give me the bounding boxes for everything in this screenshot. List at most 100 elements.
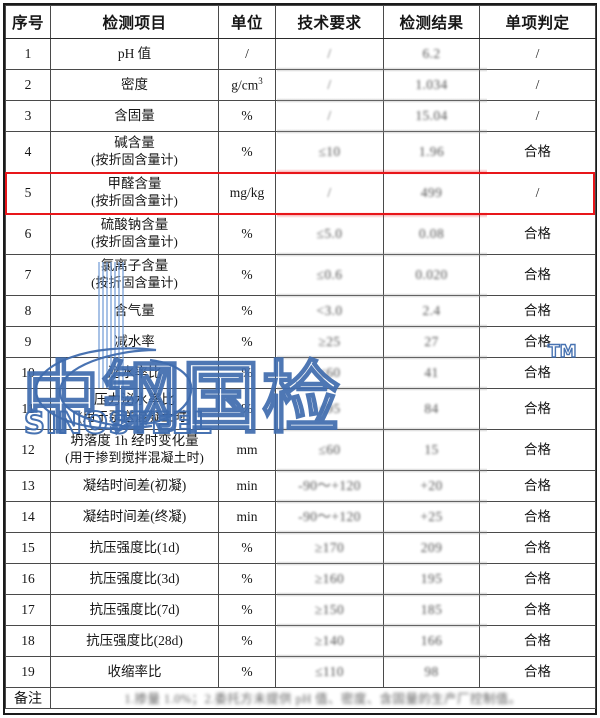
item-name: 含固量 xyxy=(114,107,155,123)
cell-result: 185 xyxy=(383,594,480,626)
cell-judgement: 合格 xyxy=(479,131,596,173)
cell-result: 6.2 xyxy=(383,38,480,70)
footer-remarks-text: 1.掺量 1.0%；2.委托方未提供 pH 值、密度、含固量的生产厂控制值。 xyxy=(124,692,522,706)
cell-requirement: ≤60 xyxy=(275,429,384,471)
cell-requirement: / xyxy=(275,172,384,214)
column-header-unit: 单位 xyxy=(218,5,276,39)
requirement-value: / xyxy=(327,76,332,92)
cell-unit: % xyxy=(218,656,276,688)
requirement-value: ≥170 xyxy=(314,539,345,555)
cell-item: 泌水率比 xyxy=(50,357,219,389)
result-value: 15 xyxy=(424,441,439,457)
item-name: 碱含量 xyxy=(114,135,155,151)
cell-judgement: 合格 xyxy=(479,295,596,327)
cell-requirement: ≥160 xyxy=(275,563,384,595)
cell-unit: % xyxy=(218,254,276,296)
result-value: 1.96 xyxy=(418,143,445,159)
cell-unit: % xyxy=(218,388,276,430)
requirement-value: ≤0.6 xyxy=(316,266,343,282)
cell-unit: / xyxy=(218,38,276,70)
requirement-value: ≤95 xyxy=(318,400,341,416)
table-row: 16 抗压强度比(3d)% ≥160 195 合格 xyxy=(5,563,596,595)
table-row: 5 甲醛含量 (按折固含量计) mg/kg/499/ xyxy=(5,172,596,214)
cell-requirement: ≤5.0 xyxy=(275,213,384,255)
cell-judgement: 合格 xyxy=(479,563,596,595)
cell-unit: mg/kg xyxy=(218,172,276,214)
table-row: 2 密度 g/cm3 / 1.034 / xyxy=(5,69,596,101)
item-name: 硫酸钠含量 xyxy=(100,217,169,233)
column-header-judgement: 单项判定 xyxy=(479,5,596,39)
table-body: 1 pH 值 //6.2/2 密度 g/cm3/1.034/3 含固量%/15.04/4 碱… xyxy=(5,38,596,688)
cell-requirement: ≥170 xyxy=(275,532,384,564)
cell-no: 11 xyxy=(5,388,51,430)
requirement-value: <3.0 xyxy=(316,302,343,318)
result-value: +25 xyxy=(420,508,443,524)
unit-exponent: 3 xyxy=(258,75,263,86)
cell-result: 1.034 xyxy=(383,69,480,101)
item-subnote: (按折固含量计) xyxy=(91,234,178,250)
cell-requirement: -90～+120 xyxy=(275,501,384,533)
cell-result: 98 xyxy=(383,656,480,688)
item-subnote: (按折固含量计) xyxy=(91,275,178,291)
cell-no: 14 xyxy=(5,501,51,533)
cell-unit: % xyxy=(218,326,276,358)
cell-result: 15 xyxy=(383,429,480,471)
cell-no: 4 xyxy=(5,131,51,173)
cell-unit: % xyxy=(218,295,276,327)
cell-judgement: 合格 xyxy=(479,532,596,564)
cell-requirement: / xyxy=(275,38,384,70)
result-value: 84 xyxy=(424,400,439,416)
cell-item: pH 值 xyxy=(50,38,219,70)
table-row: 15 抗压强度比(1d)% ≥170 209 合格 xyxy=(5,532,596,564)
cell-judgement: 合格 xyxy=(479,357,596,389)
result-value: 1.034 xyxy=(415,76,448,92)
cell-result: 0.08 xyxy=(383,213,480,255)
requirement-value: -90～+120 xyxy=(298,477,361,493)
cell-result: 166 xyxy=(383,625,480,657)
result-value: 2.4 xyxy=(422,302,441,318)
result-value: 98 xyxy=(424,663,439,679)
cell-item: 收缩率比 xyxy=(50,656,219,688)
cell-requirement: ≤110 xyxy=(275,656,384,688)
item-subnote: (用于掺到搅拌混凝土时) xyxy=(65,450,204,466)
cell-judgement: / xyxy=(479,38,596,70)
result-value: 0.08 xyxy=(418,225,445,241)
requirement-value: / xyxy=(327,45,332,61)
cell-no: 7 xyxy=(5,254,51,296)
unit-text: % xyxy=(241,302,253,318)
cell-judgement: 合格 xyxy=(479,470,596,502)
cell-judgement: / xyxy=(479,100,596,132)
table-row: 3 含固量% / 15.04 / xyxy=(5,100,596,132)
item-subnote: (按折固含量计) xyxy=(91,152,178,168)
table-row: 9 减水率% ≥25 27 合格 xyxy=(5,326,596,358)
item-name: 抗压强度比(28d) xyxy=(86,632,183,648)
requirement-value: / xyxy=(327,184,332,200)
table-row: 8 含气量% <3.0 2.4 合格 xyxy=(5,295,596,327)
table-row: 17 抗压强度比(7d)% ≥150 185 合格 xyxy=(5,594,596,626)
unit-text: % xyxy=(241,601,253,617)
cell-result: 209 xyxy=(383,532,480,564)
cell-unit: % xyxy=(218,100,276,132)
cell-unit: min xyxy=(218,501,276,533)
item-name: 密度 xyxy=(121,76,148,92)
cell-no: 8 xyxy=(5,295,51,327)
table-row: 18 抗压强度比(28d)% ≥140 166 合格 xyxy=(5,625,596,657)
cell-result: 499 xyxy=(383,172,480,214)
result-value: 41 xyxy=(424,364,439,380)
table-row: 13 凝结时间差(初凝) min -90～+120 +20 合格 xyxy=(5,470,596,502)
cell-item: 密度 xyxy=(50,69,219,101)
table-row: 1 pH 值 / / 6.2 / xyxy=(5,38,596,70)
unit-text: min xyxy=(236,508,258,524)
item-name: 抗压强度比(7d) xyxy=(89,601,180,617)
result-value: 27 xyxy=(424,333,439,349)
cell-unit: % xyxy=(218,625,276,657)
unit-text: % xyxy=(241,266,253,282)
unit-text: % xyxy=(241,539,253,555)
table-header-row: 序号 检测项目 单位 技术要求 检测结果 单项判定 xyxy=(5,5,596,39)
cell-requirement: ≥25 xyxy=(275,326,384,358)
unit-text: % xyxy=(241,107,253,123)
requirement-value: ≤5.0 xyxy=(316,225,343,241)
result-value: 6.2 xyxy=(422,45,441,61)
cell-requirement: -90～+120 xyxy=(275,470,384,502)
column-header-requirement: 技术要求 xyxy=(275,5,384,39)
